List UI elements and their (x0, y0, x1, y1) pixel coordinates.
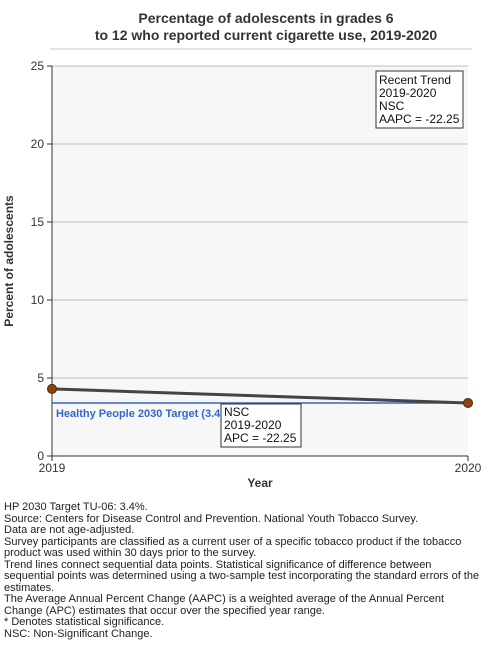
footnote-line: sequential points was determined using a… (4, 570, 480, 582)
x-tick-label: 2019 (39, 461, 66, 475)
segment-annotation-line-1: NSC (224, 405, 250, 419)
y-tick-label: 0 (37, 449, 44, 463)
series-layer (47, 383, 473, 408)
chart: Percentage of adolescents in grades 6 to… (2, 10, 482, 490)
segment-annotation-line-2: 2019-2020 (224, 418, 282, 432)
footnote-line: The Average Annual Percent Change (AAPC)… (4, 593, 445, 605)
series-line (51, 387, 469, 405)
trend-annotation-line-1: Recent Trend (379, 73, 451, 87)
y-tick-label: 15 (31, 215, 45, 229)
target-label: Healthy People 2030 Target (3.4 (56, 408, 221, 420)
x-tick-labels: 2019 2020 (39, 456, 482, 475)
footnote-line: estimates. (4, 581, 55, 594)
chart-title-line-1: Percentage of adolescents in grades 6 (138, 10, 393, 26)
y-tick-label: 5 (37, 371, 44, 385)
footnote-line: HP 2030 Target TU-06: 3.4%. (4, 501, 148, 513)
trend-annotation-line-2: 2019-2020 (379, 86, 437, 100)
x-axis-title: Year (247, 476, 273, 490)
y-tick-labels: 0 5 10 15 20 25 (31, 59, 52, 463)
gridlines (52, 65, 468, 379)
footnote-line: product was used within 30 days prior to… (4, 547, 257, 559)
trend-annotation-line-4: AAPC = -22.25 (379, 112, 460, 126)
x-tick-label: 2020 (455, 461, 482, 475)
trend-annotation-line-3: NSC (379, 99, 405, 113)
footnote-line: Survey participants are classified as a … (4, 535, 462, 548)
footnote-line: Change (APC) estimates that occur over t… (4, 604, 325, 617)
footnote-line: Trend lines connect sequential data poin… (4, 558, 432, 571)
data-point[interactable] (47, 383, 57, 394)
footnote-line: * Denotes statistical significance. (4, 616, 165, 628)
footnote-line: Source: Centers for Disease Control and … (4, 512, 419, 525)
data-point[interactable] (463, 397, 473, 408)
segment-annotation-line-3: APC = -22.25 (224, 431, 297, 445)
footnote-line: Data are not age-adjusted. (4, 524, 135, 536)
y-axis-title: Percent of adolescents (2, 195, 16, 327)
footnote-line: NSC: Non-Significant Change. (4, 627, 153, 640)
trend-annotation-box (375, 70, 464, 129)
footnotes: HP 2030 Target TU-06: 3.4%. Source: Cent… (4, 501, 490, 640)
chart-title-line-2: to 12 who reported current cigarette use… (95, 27, 438, 43)
y-tick-label: 25 (31, 59, 45, 73)
y-tick-label: 20 (31, 137, 45, 151)
segment-annotation-box (220, 403, 302, 448)
y-tick-label: 10 (31, 293, 45, 307)
